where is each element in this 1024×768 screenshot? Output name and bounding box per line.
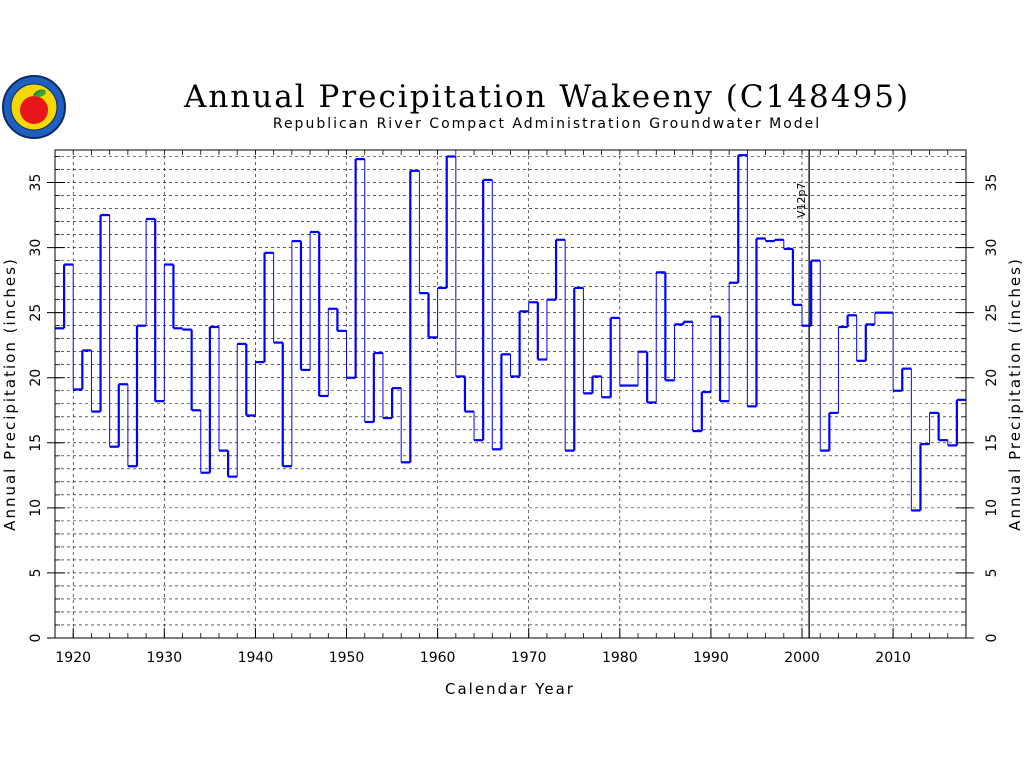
plot-frame <box>54 149 967 639</box>
x-tick-label: 2000 <box>784 650 820 666</box>
x-tick-label: 1980 <box>602 650 638 666</box>
x-tick-label: 1960 <box>420 650 456 666</box>
y-tick-label-left: 0 <box>28 634 44 643</box>
y-axis-label-right: Annual Precipitation (inches) <box>1006 257 1024 531</box>
chart-title: Annual Precipitation Wakeeny (C148495) <box>183 79 910 115</box>
grid <box>55 150 966 638</box>
y-axis-label-left: Annual Precipitation (inches) <box>1 257 19 531</box>
y-tick-label-right: 20 <box>984 369 1000 387</box>
y-tick-label-left: 5 <box>28 568 44 577</box>
marker-label: V12p7 <box>795 182 808 218</box>
x-tick-label: 1940 <box>238 650 274 666</box>
axis-ticks: 1920 1930 1940 1950 1960 1970 1980 1990 2000 2010… <box>28 150 1000 666</box>
y-tick-label-left: 20 <box>28 369 44 387</box>
y-tick-label-left: 10 <box>28 499 44 517</box>
y-tick-label-left: 30 <box>28 239 44 257</box>
precipitation-series <box>55 154 966 512</box>
chart-subtitle: Republican River Compact Administration … <box>273 116 821 132</box>
y-tick-label-right: 30 <box>984 239 1000 257</box>
apple-icon <box>20 96 48 124</box>
x-tick-label: 1950 <box>329 650 365 666</box>
x-tick-label: 2010 <box>875 650 911 666</box>
y-tick-label-right: 15 <box>984 434 1000 452</box>
y-tick-label-right: 5 <box>984 568 1000 577</box>
y-tick-label-right: 10 <box>984 499 1000 517</box>
x-tick-label: 1930 <box>146 650 182 666</box>
y-tick-label-right: 0 <box>984 634 1000 643</box>
x-axis-label: Calendar Year <box>445 680 575 698</box>
y-tick-label-right: 35 <box>984 174 1000 192</box>
x-tick-label: 1920 <box>55 650 91 666</box>
y-tick-label-left: 15 <box>28 434 44 452</box>
y-tick-label-left: 25 <box>28 304 44 322</box>
x-tick-label: 1990 <box>693 650 729 666</box>
v12p7-marker: V12p7 <box>795 150 810 638</box>
agency-seal-logo <box>2 75 66 139</box>
y-tick-label-left: 35 <box>28 174 44 192</box>
y-tick-label-right: 25 <box>984 304 1000 322</box>
x-tick-label: 1970 <box>511 650 547 666</box>
